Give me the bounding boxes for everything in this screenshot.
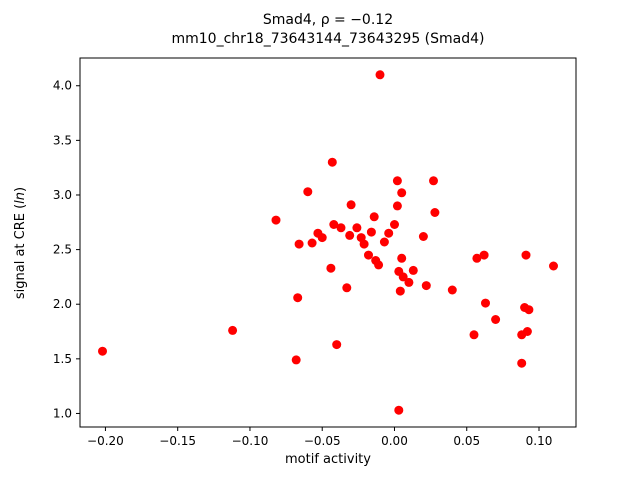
data-point: [404, 277, 414, 287]
y-tick-label: 3.5: [53, 133, 72, 147]
x-tick-label: 0.05: [453, 434, 480, 448]
data-point: [429, 176, 438, 186]
y-tick-label: 2.0: [53, 297, 72, 311]
data-point: [98, 346, 107, 356]
x-tick-label: −0.20: [87, 434, 124, 448]
data-point: [522, 327, 532, 336]
x-axis-label: motif activity: [285, 452, 371, 467]
data-point: [379, 237, 389, 247]
data-point: [327, 157, 337, 167]
data-point: [294, 239, 304, 249]
data-point: [326, 263, 336, 273]
data-point: [291, 355, 301, 365]
data-point: [390, 220, 399, 229]
y-tick-label: 1.5: [53, 352, 72, 366]
y-axis-label: signal at CRE (ln): [13, 187, 28, 299]
data-point: [472, 253, 482, 263]
data-point: [364, 250, 373, 260]
data-point: [345, 230, 355, 240]
x-tick-label: −0.05: [304, 434, 341, 448]
data-point: [469, 330, 479, 340]
data-point: [491, 315, 501, 324]
data-point: [307, 238, 317, 248]
x-tick-label: −0.10: [232, 434, 269, 448]
x-tick-label: −0.15: [159, 434, 196, 448]
data-point: [479, 250, 489, 260]
data-point: [359, 239, 369, 249]
y-axis-label-italic: ln: [13, 192, 28, 204]
y-tick-label: 3.0: [53, 188, 72, 202]
data-point: [271, 215, 281, 225]
data-point: [342, 283, 352, 293]
data-point: [421, 281, 431, 291]
data-point: [384, 228, 394, 238]
data-point: [481, 298, 490, 308]
data-point: [418, 232, 428, 241]
chart-title-line2: mm10_chr18_73643144_73643295 (Smad4): [171, 31, 484, 47]
x-tick-label: 0.00: [381, 434, 408, 448]
data-point: [397, 253, 407, 263]
data-point: [397, 188, 407, 198]
y-tick-label: 4.0: [53, 79, 72, 93]
data-point: [521, 250, 531, 260]
data-point: [352, 223, 362, 233]
data-point: [293, 293, 303, 303]
data-point: [329, 220, 339, 229]
data-point: [332, 340, 342, 350]
data-point: [228, 325, 238, 335]
data-point: [447, 285, 457, 295]
data-point: [398, 272, 408, 282]
data-point: [346, 200, 356, 210]
data-point: [394, 405, 404, 415]
data-point: [430, 208, 440, 217]
y-axis-ticks: 1.0 1.5 2.0 2.5 3.0 3.5 4.0: [53, 79, 80, 420]
plot-area: [79, 57, 577, 428]
data-point: [375, 70, 385, 80]
data-point: [408, 265, 418, 275]
data-points: [98, 70, 558, 415]
y-axis-label-suffix: ): [13, 187, 28, 192]
data-point: [366, 227, 376, 237]
data-point: [336, 223, 346, 233]
data-point: [392, 176, 402, 186]
data-point: [317, 233, 327, 243]
data-point: [374, 260, 384, 270]
chart-title-line1: Smad4, ρ = −0.12: [263, 12, 393, 28]
y-tick-label: 2.5: [53, 243, 72, 257]
y-tick-label: 1.0: [53, 406, 72, 420]
x-tick-label: 0.10: [526, 434, 553, 448]
data-point: [549, 261, 558, 271]
data-point: [303, 187, 313, 197]
data-point: [517, 358, 527, 368]
x-axis-ticks: −0.20 −0.15 −0.10 −0.05 0.00 0.05 0.10: [87, 427, 552, 448]
data-point: [524, 305, 534, 315]
data-point: [392, 201, 402, 211]
y-axis-label-prefix: signal at CRE (: [13, 204, 28, 299]
data-point: [395, 286, 405, 296]
data-point: [369, 212, 379, 222]
